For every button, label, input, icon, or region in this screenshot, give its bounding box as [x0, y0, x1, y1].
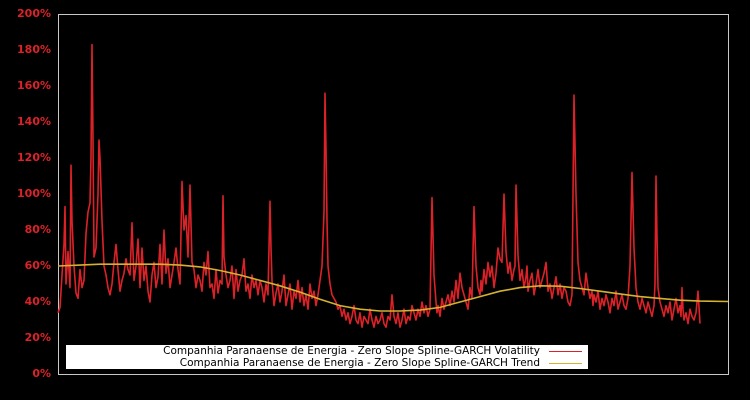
y-tick-label: 40%: [24, 295, 51, 308]
y-tick-label: 100%: [17, 187, 51, 200]
chart-legend: Companhia Paranaense de Energia - Zero S…: [66, 345, 588, 369]
legend-label-volatility: Companhia Paranaense de Energia - Zero S…: [163, 345, 540, 357]
y-tick-label: 60%: [24, 259, 51, 272]
y-tick-label: 20%: [24, 331, 51, 344]
y-tick-label: 160%: [17, 79, 51, 92]
y-tick-label: 200%: [17, 7, 51, 20]
trend-series-line: [57, 263, 729, 312]
legend-swatch-trend: [549, 363, 582, 364]
y-tick-label: 120%: [17, 151, 51, 164]
y-tick-label: 180%: [17, 43, 51, 56]
plot-area: [58, 14, 729, 375]
legend-label-trend: Companhia Paranaense de Energia - Zero S…: [179, 357, 540, 369]
y-tick-label: 80%: [24, 223, 51, 236]
legend-swatch-volatility: [549, 351, 582, 352]
y-tick-label: 0%: [32, 367, 51, 380]
y-tick-label: 140%: [17, 115, 51, 128]
